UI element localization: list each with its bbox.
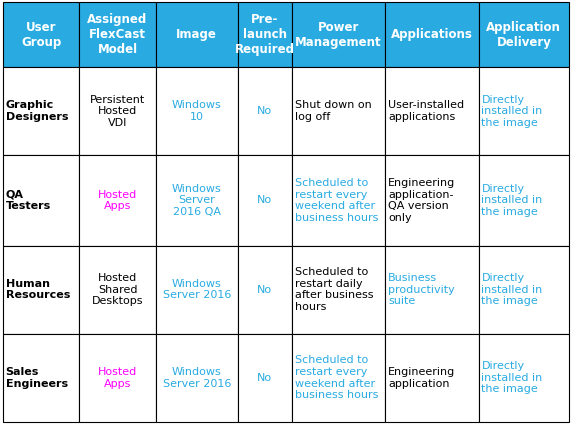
Text: No: No [257, 106, 272, 116]
Bar [292, 155, 385, 245]
Bar [3, 334, 80, 422]
Text: Sales
Engineers: Sales Engineers [6, 367, 68, 389]
Bar [3, 155, 80, 245]
Text: Graphic
Designers: Graphic Designers [6, 100, 68, 122]
Bar [479, 155, 569, 245]
Bar [3, 2, 80, 67]
Text: No: No [257, 195, 272, 206]
Bar [292, 2, 385, 67]
Text: Directly
installed in
the image: Directly installed in the image [482, 361, 543, 394]
Text: Scheduled to
restart every
weekend after
business hours: Scheduled to restart every weekend after… [295, 355, 378, 400]
Text: Applications: Applications [391, 28, 472, 41]
Bar [385, 334, 479, 422]
Text: Directly
installed in
the image: Directly installed in the image [482, 184, 543, 217]
Text: Pre-
launch
Required: Pre- launch Required [235, 13, 295, 56]
Text: No: No [257, 285, 272, 295]
Bar [156, 2, 238, 67]
Bar [238, 2, 292, 67]
Bar [385, 67, 479, 155]
Text: Windows
Server 2016: Windows Server 2016 [162, 279, 231, 301]
Bar [479, 334, 569, 422]
Text: User-installed
applications: User-installed applications [388, 100, 464, 122]
Bar [80, 2, 156, 67]
Bar [238, 155, 292, 245]
Bar [80, 155, 156, 245]
Bar [292, 67, 385, 155]
Text: Business
productivity
suite: Business productivity suite [388, 273, 455, 306]
Text: Power
Management: Power Management [295, 21, 382, 49]
Bar [238, 245, 292, 334]
Bar [292, 334, 385, 422]
Text: Directly
installed in
the image: Directly installed in the image [482, 95, 543, 128]
Text: Hosted
Apps: Hosted Apps [98, 190, 137, 211]
Text: User
Group: User Group [21, 21, 61, 49]
Text: Application
Delivery: Application Delivery [486, 21, 561, 49]
Text: Scheduled to
restart daily
after business
hours: Scheduled to restart daily after busines… [295, 267, 373, 312]
Text: Human
Resources: Human Resources [6, 279, 70, 301]
Text: Windows
Server
2016 QA: Windows Server 2016 QA [172, 184, 222, 217]
Bar [80, 245, 156, 334]
Bar [479, 245, 569, 334]
Text: Windows
10: Windows 10 [172, 100, 222, 122]
Text: Assigned
FlexCast
Model: Assigned FlexCast Model [88, 13, 148, 56]
Text: Engineering
application-
QA version
only: Engineering application- QA version only [388, 178, 455, 223]
Text: Persistent
Hosted
VDI: Persistent Hosted VDI [90, 95, 145, 128]
Bar [292, 245, 385, 334]
Bar [80, 334, 156, 422]
Bar [156, 334, 238, 422]
Bar [238, 334, 292, 422]
Text: Directly
installed in
the image: Directly installed in the image [482, 273, 543, 306]
Text: No: No [257, 373, 272, 383]
Text: QA
Testers: QA Testers [6, 190, 51, 211]
Bar [156, 155, 238, 245]
Bar [385, 155, 479, 245]
Bar [156, 67, 238, 155]
Bar [385, 2, 479, 67]
Text: Image: Image [176, 28, 217, 41]
Text: Hosted
Shared
Desktops: Hosted Shared Desktops [92, 273, 143, 306]
Bar [479, 2, 569, 67]
Text: Shut down on
log off: Shut down on log off [295, 100, 371, 122]
Bar [3, 245, 80, 334]
Bar [479, 67, 569, 155]
Text: Engineering
application: Engineering application [388, 367, 455, 389]
Text: Hosted
Apps: Hosted Apps [98, 367, 137, 389]
Bar [156, 245, 238, 334]
Text: Scheduled to
restart every
weekend after
business hours: Scheduled to restart every weekend after… [295, 178, 378, 223]
Bar [3, 67, 80, 155]
Text: Windows
Server 2016: Windows Server 2016 [162, 367, 231, 389]
Bar [238, 67, 292, 155]
Bar [80, 67, 156, 155]
Bar [385, 245, 479, 334]
